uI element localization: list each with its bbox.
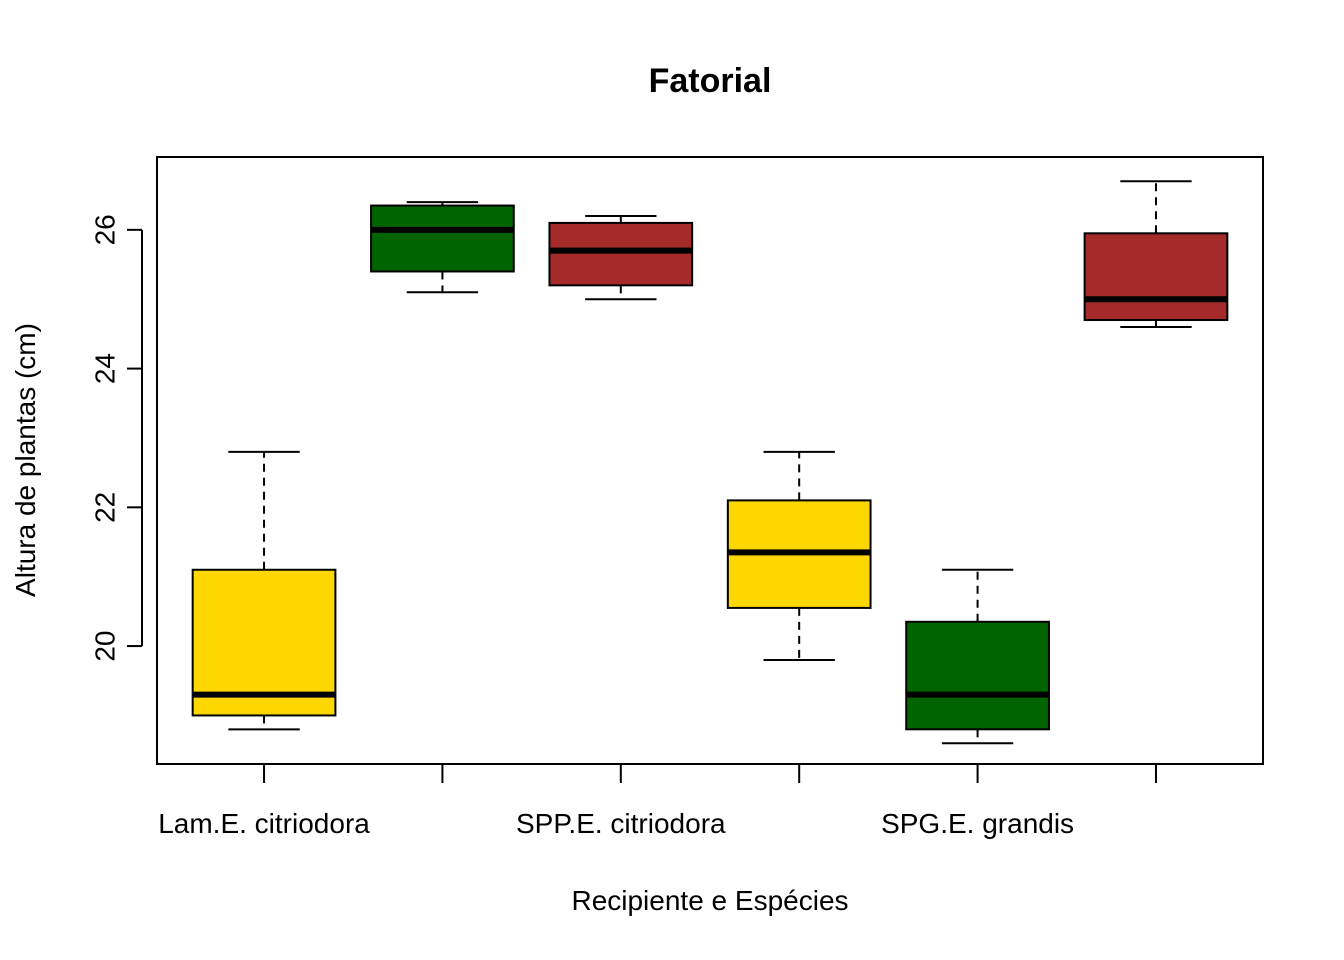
box-body bbox=[905, 620, 1050, 731]
boxes-layer bbox=[191, 180, 1229, 745]
box-body bbox=[1083, 232, 1229, 322]
box-body bbox=[370, 204, 515, 273]
x-tick-label: Lam.E. citriodora bbox=[158, 808, 370, 839]
y-tick-label: 26 bbox=[89, 214, 120, 245]
y-axis: 20 22 24 26 bbox=[89, 214, 143, 662]
box-5 bbox=[905, 568, 1050, 745]
x-axis: Lam.E. citriodora SPP.E. citriodora SPG.E.… bbox=[158, 764, 1157, 839]
box-4 bbox=[726, 450, 872, 661]
box-3 bbox=[548, 214, 694, 301]
x-tick-label: SPP.E. citriodora bbox=[516, 808, 726, 839]
y-axis-label: Altura de plantas (cm) bbox=[10, 323, 41, 597]
x-axis-label: Recipiente e Espécies bbox=[571, 885, 848, 916]
x-tick-label: SPG.E. grandis bbox=[881, 808, 1074, 839]
box-body bbox=[191, 568, 337, 717]
chart-title: Fatorial bbox=[649, 62, 772, 100]
y-tick-label: 22 bbox=[89, 492, 120, 523]
box-body bbox=[548, 221, 694, 287]
y-tick-label: 20 bbox=[89, 630, 120, 661]
y-tick-label: 24 bbox=[89, 353, 120, 384]
box-2 bbox=[370, 201, 515, 294]
box-1 bbox=[191, 450, 337, 731]
plot-frame bbox=[156, 156, 1264, 765]
box-6 bbox=[1083, 180, 1229, 328]
